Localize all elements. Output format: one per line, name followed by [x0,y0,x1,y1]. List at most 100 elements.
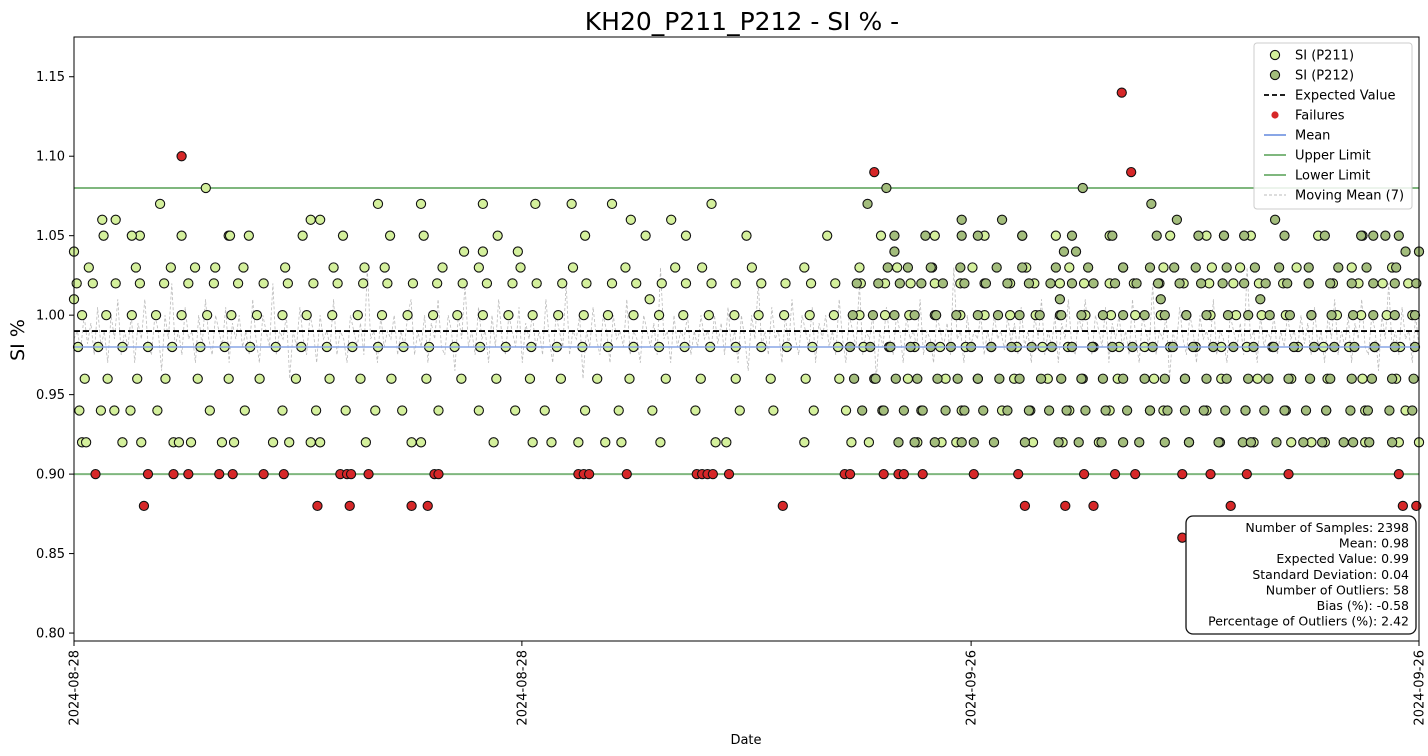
point-p211 [799,437,810,448]
point-p212 [980,278,992,289]
failure-point [1241,468,1252,480]
point-p211 [488,437,499,448]
point-p211 [531,278,542,289]
x-axis-label: Date [730,733,761,748]
point-p211 [282,278,294,289]
failure-point [406,500,417,512]
point-p212 [968,437,979,448]
failure-point [1013,468,1024,480]
point-p212 [1100,405,1111,416]
point-p212 [1368,278,1379,289]
y-tick-label: 1.05 [36,229,65,244]
point-p211 [1357,373,1368,384]
point-p211 [546,437,557,448]
point-p211 [102,373,113,384]
point-p212 [902,262,914,273]
point-p212 [1282,278,1293,289]
point-p212 [1408,373,1419,384]
point-p212 [893,437,904,448]
point-p212 [992,310,1004,321]
point-p212 [1131,278,1142,289]
point-p212 [1222,310,1234,321]
point-p211 [846,437,857,448]
point-p212 [1306,310,1317,321]
point-extra [606,198,618,210]
point-p212 [1117,373,1129,384]
point-p211 [606,278,618,289]
point-p211 [251,310,263,321]
failure-point [138,500,150,512]
point-p212 [848,373,860,384]
point-p212 [1239,230,1250,241]
point-p212 [870,373,881,384]
point-p211 [239,405,250,416]
failure-point [777,500,788,512]
point-p212 [1023,405,1035,416]
point-extra [1070,246,1082,257]
point-p212 [1056,310,1067,321]
point-p211 [238,262,249,273]
point-p211 [95,405,107,416]
point-p211 [670,262,681,273]
point-p211 [678,310,689,321]
failure-point [363,468,374,480]
point-p211 [185,437,197,448]
plot-frame [73,36,1420,642]
point-p212 [1034,310,1045,321]
failure-point [1130,468,1141,480]
point-p212 [959,278,970,289]
point-p212 [1017,230,1028,241]
point-p212 [1243,373,1254,384]
failure-point [176,151,187,162]
point-p211 [515,262,526,273]
point-p212 [994,373,1005,384]
failure-point [1060,500,1071,512]
point-extra [1155,294,1166,305]
point-p211 [173,437,185,448]
point-p211 [539,405,550,416]
point-extra [1400,246,1411,257]
point-p211 [427,310,439,321]
point-p211 [290,373,302,384]
point-p211 [431,278,443,289]
point-extra [477,198,489,210]
failure-point [278,468,289,480]
point-p212 [1066,278,1078,289]
point-p212 [1356,230,1367,241]
point-p212 [909,437,920,448]
point-p212 [1144,262,1156,273]
point-p211 [721,437,732,448]
point-p211 [232,278,244,289]
point-p211 [328,262,339,273]
point-p212 [1152,278,1164,289]
point-p211 [1252,373,1263,384]
point-p212 [1317,437,1328,448]
point-p211 [359,262,370,273]
point-p212 [1201,373,1212,384]
point-p212 [972,230,983,241]
point-p212 [1389,278,1400,289]
y-tick-label: 0.95 [36,388,65,403]
point-p212 [1056,373,1067,384]
point-p212 [1279,405,1290,416]
failure-point [422,500,433,512]
point-p212 [1347,437,1359,448]
failure-point [869,166,880,178]
point-p212 [894,278,905,289]
point-p212 [930,310,942,321]
stats-line: Standard Deviation: 0.04 [1252,567,1409,582]
point-p212 [1279,230,1290,241]
point-p211 [730,373,741,384]
point-p212 [1221,373,1232,384]
failure-point [898,468,910,480]
point-p212 [1243,310,1254,321]
point-p211 [524,373,536,384]
failure-point [1088,500,1099,512]
point-p212 [978,405,989,416]
point-extra [881,182,892,194]
y-tick-label: 0.80 [36,627,65,642]
point-p211 [308,278,319,289]
point-extra [110,214,121,225]
point-p212 [1321,405,1332,416]
legend-label: Upper Limit [1295,149,1371,164]
